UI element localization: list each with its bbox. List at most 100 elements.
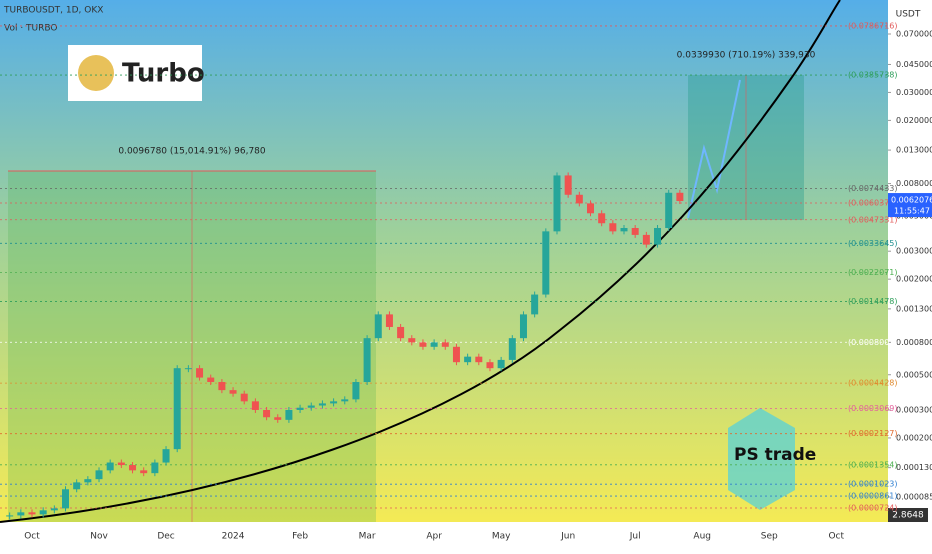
candle: [452, 346, 460, 363]
annotation: 0.0339930 (710.19%) 339,930: [677, 51, 816, 61]
candle: [173, 368, 181, 450]
x-tick-label: Aug: [693, 532, 711, 542]
x-tick-label: Mar: [359, 532, 376, 542]
watermark-hex: [728, 408, 795, 510]
candle: [486, 362, 494, 369]
candle: [229, 390, 237, 394]
candle: [162, 449, 170, 463]
x-tick-label: Jun: [560, 532, 575, 542]
last-price-box: [888, 193, 932, 218]
candle: [408, 338, 416, 343]
candle: [531, 294, 539, 315]
candle: [207, 377, 215, 383]
level-label: (0.0001023): [848, 480, 898, 489]
level-label: (0.0000861): [848, 492, 898, 501]
candle: [318, 403, 326, 406]
candle: [151, 462, 159, 474]
time-axis: [0, 522, 888, 550]
candle: [95, 470, 103, 480]
parabolic-curve: [0, 0, 841, 523]
y-tick-label: 0.0000850: [896, 492, 932, 501]
price-axis: [888, 0, 932, 550]
candle: [117, 462, 125, 466]
candle: [106, 462, 114, 471]
level-label: (0.0786716): [848, 21, 898, 30]
annotation: 0.0096780 (15,014.91%) 96,780: [118, 147, 266, 157]
candle: [263, 409, 271, 418]
volume-label: 2.8648: [892, 511, 924, 521]
countdown: 11:55:47: [894, 207, 930, 216]
last-price: 0.0062076: [891, 196, 932, 205]
x-tick-label: Oct: [828, 532, 844, 542]
x-tick-label: Oct: [24, 532, 40, 542]
title: TURBOUSDT, 1D, OKX: [3, 6, 103, 16]
candle: [564, 175, 572, 195]
candle: [274, 417, 282, 420]
candle: [676, 192, 684, 202]
candle: [575, 194, 583, 204]
candle: [50, 508, 58, 511]
candle: [307, 405, 315, 408]
x-tick-label: Jul: [629, 532, 641, 542]
candle: [609, 223, 617, 232]
level-label: (0.0004428): [848, 379, 898, 388]
x-tick-label: 2024: [222, 532, 245, 542]
candle: [84, 479, 92, 483]
candle: [62, 489, 70, 509]
level-label: (0.0060378): [848, 198, 898, 207]
level-label: (0.0008007): [848, 338, 898, 347]
logo-text: Turbo: [122, 59, 205, 89]
candle: [363, 338, 371, 383]
candle: [240, 393, 248, 402]
level-label: (0.0074433): [848, 184, 898, 193]
candle: [285, 409, 293, 420]
candle: [251, 401, 259, 410]
candle: [39, 510, 47, 515]
candle: [129, 465, 137, 471]
level-label: (0.0047331): [848, 215, 898, 224]
candle: [341, 399, 349, 402]
projection: [687, 79, 741, 219]
candle: [17, 512, 25, 516]
candle: [665, 192, 673, 228]
candle: [598, 213, 606, 224]
x-tick-label: May: [492, 532, 511, 542]
candle: [140, 470, 148, 474]
candle: [196, 368, 204, 378]
candle: [397, 326, 405, 339]
level-label: (0.0003069): [848, 404, 898, 413]
candle: [475, 356, 483, 363]
level-label: (0.0001354): [848, 460, 898, 469]
candle: [642, 234, 650, 245]
candle: [497, 359, 505, 369]
candle: [184, 368, 192, 370]
candle: [441, 342, 449, 347]
candle: [654, 227, 662, 245]
candle: [6, 515, 14, 517]
level-label: (0.0002127): [848, 429, 898, 438]
x-tick-label: Dec: [157, 532, 174, 542]
candle: [542, 231, 550, 295]
subtitle: Vol · TURBO: [4, 24, 58, 34]
candle: [508, 338, 516, 360]
candle: [519, 314, 527, 339]
candle: [587, 203, 594, 214]
currency: USDT: [896, 10, 921, 20]
x-tick-label: Feb: [292, 532, 308, 542]
candle: [385, 314, 393, 327]
x-tick-label: Apr: [426, 532, 442, 542]
candle: [73, 482, 81, 490]
level-label: (0.0014478): [848, 297, 898, 306]
level-label: (0.0385738): [848, 71, 898, 80]
